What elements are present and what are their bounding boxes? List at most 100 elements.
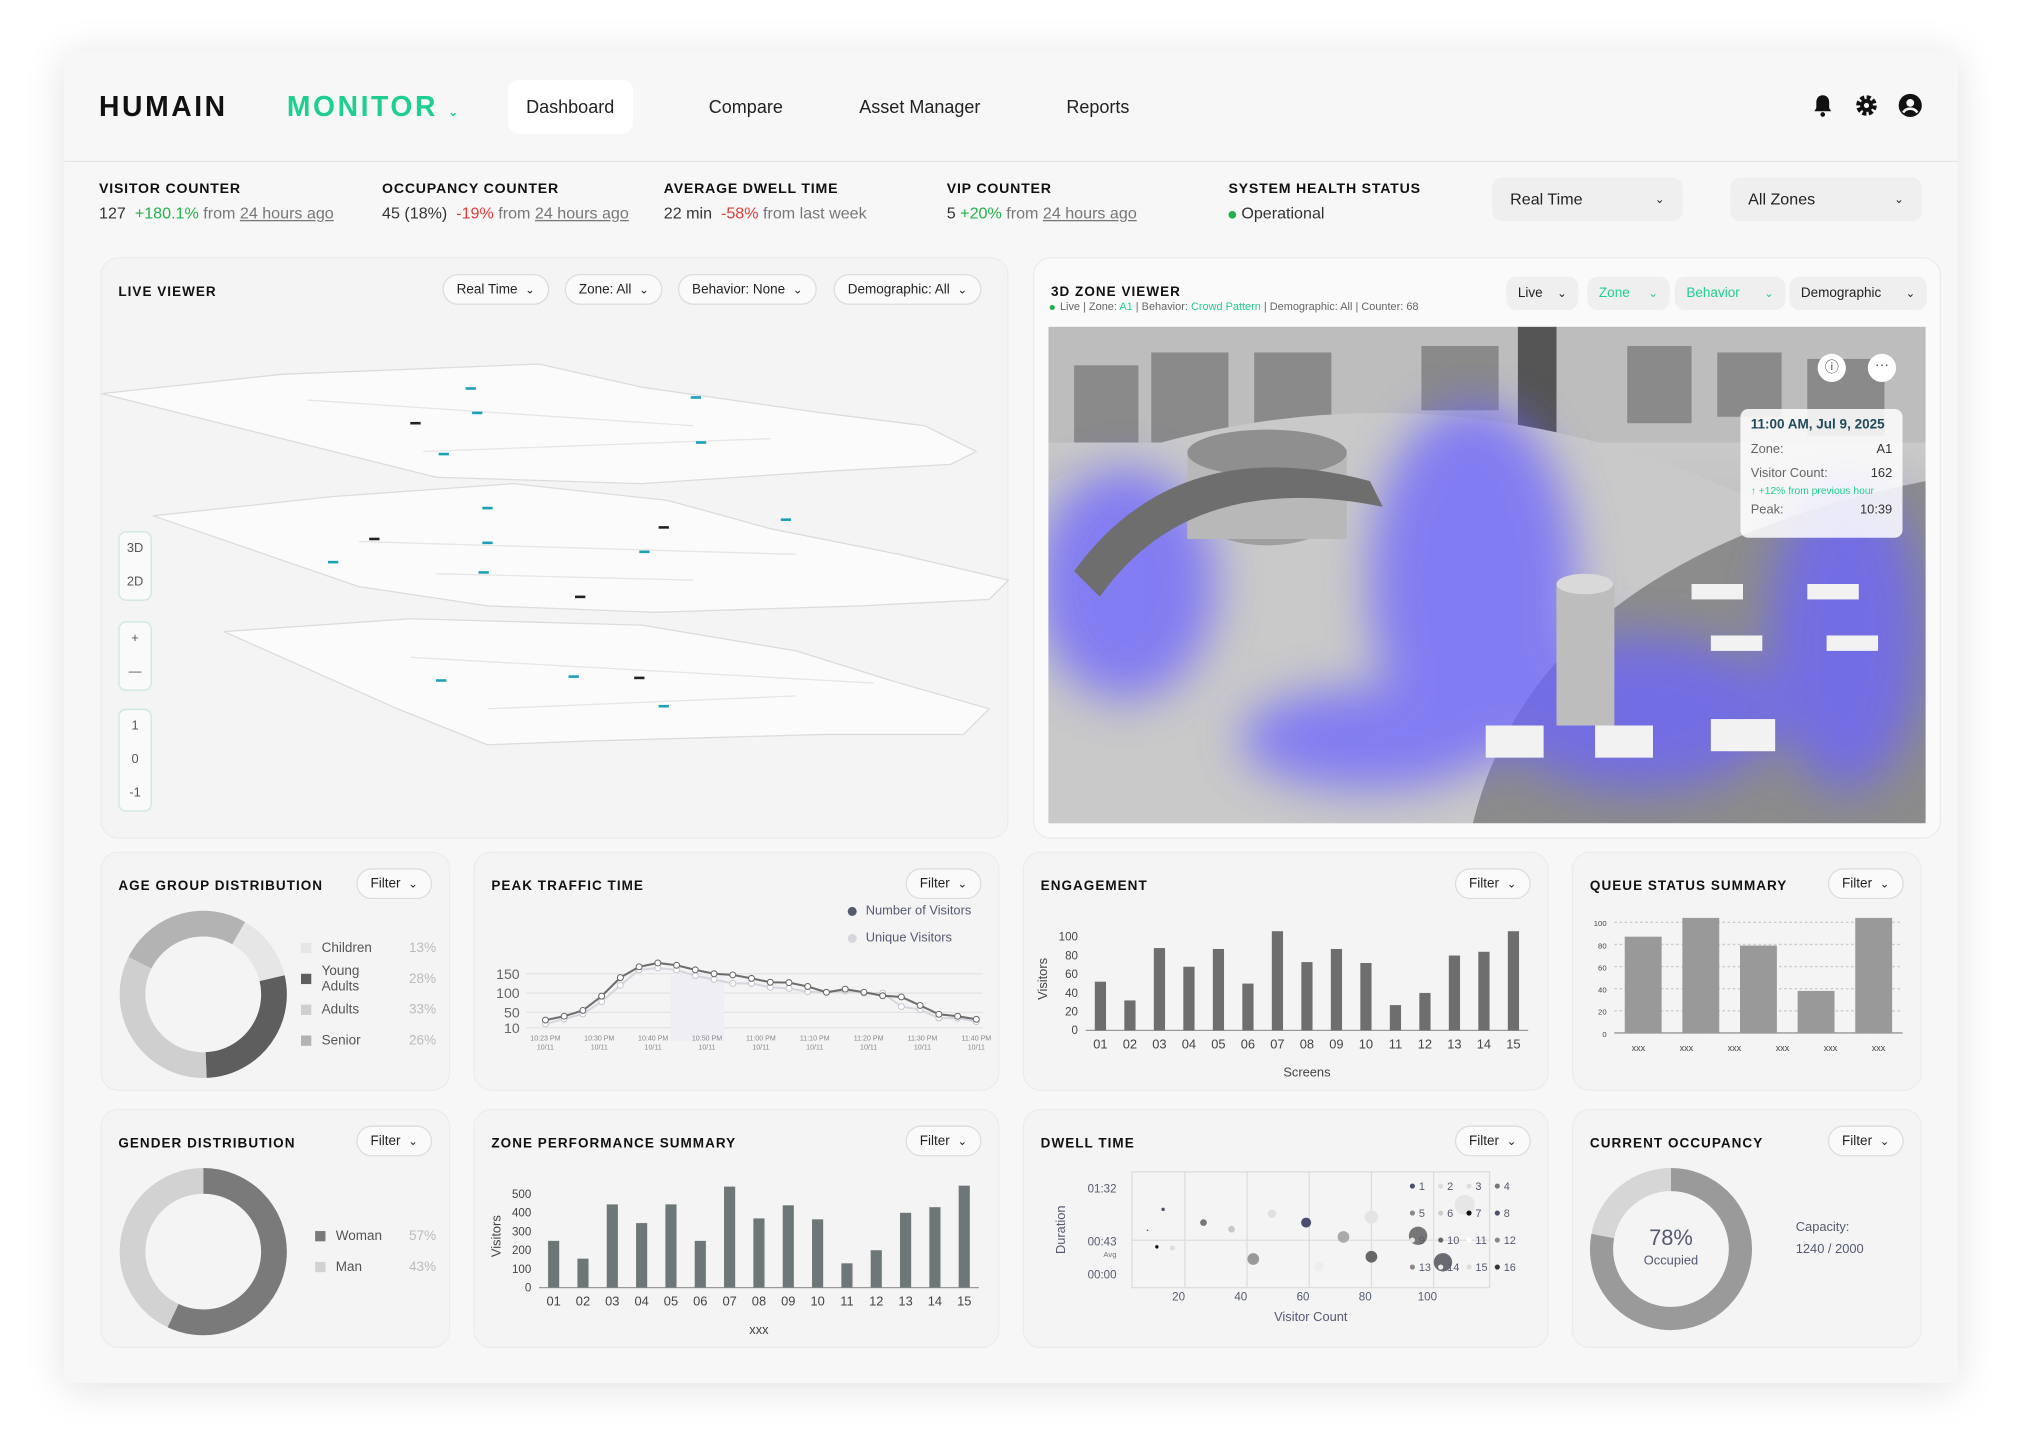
x-tick-label: xxx: [1728, 1043, 1742, 1053]
x-tick-label: 05: [664, 1294, 678, 1309]
status-behavior-label: Behavior:: [1141, 299, 1188, 313]
panel-title: CURRENT OCCUPANCY: [1589, 1135, 1764, 1152]
filter-button[interactable]: Filter ⌄: [905, 868, 982, 900]
x-tick-label: 09: [1329, 1036, 1343, 1051]
zone-demographic-filter[interactable]: Demographic ⌄: [1789, 276, 1927, 311]
level-1-button[interactable]: 1: [131, 719, 139, 734]
floor-plan-map[interactable]: [101, 349, 1010, 761]
info-icon[interactable]: ⓘ: [1817, 353, 1846, 383]
donut-slice: [119, 910, 287, 1078]
data-point: [822, 988, 830, 996]
level-0-button[interactable]: 0: [131, 752, 139, 767]
x-tick-label: 03: [1152, 1036, 1166, 1051]
bubble-14: [1365, 1250, 1378, 1263]
time-range-select[interactable]: Real Time ⌄: [1492, 177, 1683, 222]
zoom-out-button[interactable]: —: [128, 665, 142, 680]
kpi-occupancy-counter: OCCUPANCY COUNTER 45 (18%) -19% from 24 …: [382, 181, 629, 222]
x-tick-date: 10/11: [806, 1045, 823, 1052]
donut-slice: [1589, 1168, 1753, 1331]
y-tick-label: 150: [496, 966, 520, 982]
zone-tooltip: 11:00 AM, Jul 9, 2025 Zone: A1 Visitor Co…: [1740, 409, 1903, 538]
chevron-down-icon: ⌄: [1905, 286, 1916, 300]
filter-button[interactable]: Filter ⌄: [1827, 1125, 1904, 1157]
legend-label: 1: [1419, 1181, 1425, 1193]
tooltip-peak: 10:39: [1860, 502, 1893, 518]
bar: [665, 1204, 677, 1288]
x-tick-label: 12: [869, 1294, 883, 1309]
kpi-change: -19%: [456, 204, 494, 223]
filter-button[interactable]: Filter ⌄: [356, 1125, 433, 1157]
bar: [782, 1205, 794, 1288]
data-point: [954, 1012, 962, 1020]
bar: [900, 1212, 912, 1288]
legend-dot: [1466, 1183, 1472, 1189]
status-demographic: Demographic: All: [1269, 299, 1353, 313]
kpi-ref-link[interactable]: 24 hours ago: [1042, 204, 1137, 223]
kpi-ref-link[interactable]: 24 hours ago: [534, 204, 629, 223]
y-tick-label: 00:00: [1088, 1270, 1117, 1282]
nav-reports[interactable]: Reports: [1066, 96, 1130, 118]
data-point: [673, 961, 681, 969]
data-point: [598, 992, 606, 1000]
avg-label: Avg: [1103, 1250, 1116, 1259]
zone-live-filter[interactable]: Live ⌄: [1506, 276, 1579, 311]
bubble-13: [1337, 1231, 1350, 1243]
y-tick-label: 40: [1065, 988, 1078, 1000]
user-icon[interactable]: [1897, 93, 1923, 119]
chevron-down-icon: ⌄: [1654, 192, 1665, 206]
legend-value: 28%: [409, 971, 437, 987]
view-3d-button[interactable]: 3D: [126, 541, 144, 556]
x-tick-label: 11: [1389, 1036, 1402, 1051]
live-zone-filter[interactable]: Zone: All ⌄: [564, 273, 663, 305]
filter-button[interactable]: Filter ⌄: [1454, 868, 1531, 900]
zone-zone-filter[interactable]: Zone ⌄: [1587, 276, 1670, 311]
humain-logo[interactable]: HUMAIN: [99, 90, 228, 123]
nav-dashboard[interactable]: Dashboard: [508, 79, 633, 134]
nav-compare[interactable]: Compare: [708, 96, 783, 118]
live-time-filter[interactable]: Real Time ⌄: [442, 273, 550, 305]
filter-button[interactable]: Filter ⌄: [356, 868, 433, 900]
bar: [1855, 917, 1893, 1033]
bar: [812, 1219, 824, 1288]
legend-label: 6: [1447, 1208, 1453, 1220]
filter-button[interactable]: Filter ⌄: [905, 1125, 982, 1157]
product-switcher[interactable]: MONITOR ⌄: [287, 90, 461, 123]
kpi-ref-link[interactable]: 24 hours ago: [239, 204, 334, 223]
view-2d-button[interactable]: 2D: [126, 574, 144, 590]
level-minus1-button[interactable]: -1: [129, 785, 141, 801]
x-tick-label: 20: [1172, 1291, 1185, 1303]
zone-behavior-filter[interactable]: Behavior ⌄: [1674, 276, 1786, 311]
data-point: [729, 971, 737, 979]
legend-label: 15: [1475, 1262, 1487, 1274]
tooltip-count-label: Visitor Count:: [1750, 466, 1828, 482]
more-options-icon[interactable]: ···: [1867, 353, 1897, 383]
data-point: [785, 984, 793, 992]
live-demographic-filter[interactable]: Demographic: All ⌄: [833, 273, 982, 305]
x-tick-date: 10/11: [591, 1045, 608, 1052]
bar: [548, 1240, 560, 1288]
bar: [1682, 917, 1720, 1033]
chevron-down-icon: ⌄: [408, 876, 418, 890]
filter-button[interactable]: Filter ⌄: [1827, 868, 1904, 900]
kpi-label: OCCUPANCY COUNTER: [382, 181, 559, 197]
legend-label: Children: [321, 940, 372, 956]
filter-button[interactable]: Filter ⌄: [1454, 1125, 1531, 1157]
nav-asset-manager[interactable]: Asset Manager: [859, 96, 981, 118]
bar: [1419, 992, 1431, 1031]
zones-select[interactable]: All Zones ⌄: [1730, 177, 1922, 222]
bell-icon[interactable]: [1810, 93, 1836, 119]
y-tick-label: 0: [525, 1282, 531, 1294]
legend-label: Woman: [335, 1228, 383, 1244]
bar: [1448, 955, 1461, 1031]
legend-label: 4: [1504, 1181, 1510, 1193]
x-axis-label: Visitor Count: [1274, 1309, 1348, 1324]
gear-icon[interactable]: [1854, 93, 1880, 119]
legend-dot: [1409, 1237, 1415, 1243]
zoom-in-button[interactable]: +: [131, 631, 139, 646]
3d-zone-render[interactable]: [1048, 326, 1926, 824]
live-behavior-filter[interactable]: Behavior: None ⌄: [677, 273, 817, 305]
panel-title: AGE GROUP DISTRIBUTION: [118, 878, 324, 895]
x-tick-label: xxx: [1632, 1043, 1646, 1053]
data-point: [616, 974, 624, 982]
